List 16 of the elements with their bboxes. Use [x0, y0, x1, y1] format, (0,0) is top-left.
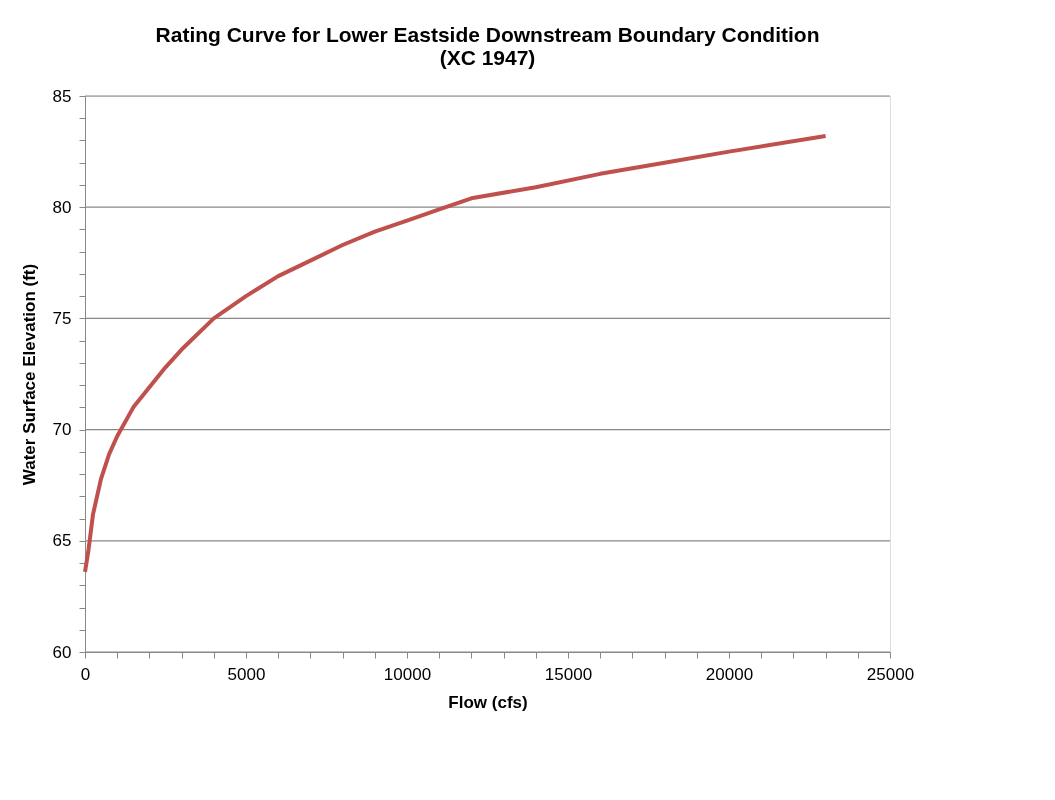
x-tick-label: 10000	[383, 664, 432, 684]
y-tick-label: 60	[52, 642, 72, 662]
y-tick-label: 80	[52, 197, 72, 217]
chart-title: Rating Curve for Lower Eastside Downstream Boundary Condition (XC 1947)	[155, 23, 820, 69]
x-tick-label: 25000	[866, 664, 915, 684]
line-series	[83, 134, 828, 574]
y-tick-label: 75	[52, 308, 72, 328]
y-tick-label: 85	[52, 86, 72, 106]
y-tick-label: 65	[52, 531, 72, 551]
x-tick-label: 20000	[705, 664, 754, 684]
x-axis-title: Flow (cfs)	[448, 692, 528, 712]
x-tick-label: 15000	[544, 664, 593, 684]
y-tick-label: 70	[52, 420, 72, 440]
x-tick-label: 0	[80, 664, 91, 684]
y-axis-title: Water Surface Elevation (ft)	[19, 263, 39, 486]
x-tick-label: 5000	[227, 664, 266, 684]
